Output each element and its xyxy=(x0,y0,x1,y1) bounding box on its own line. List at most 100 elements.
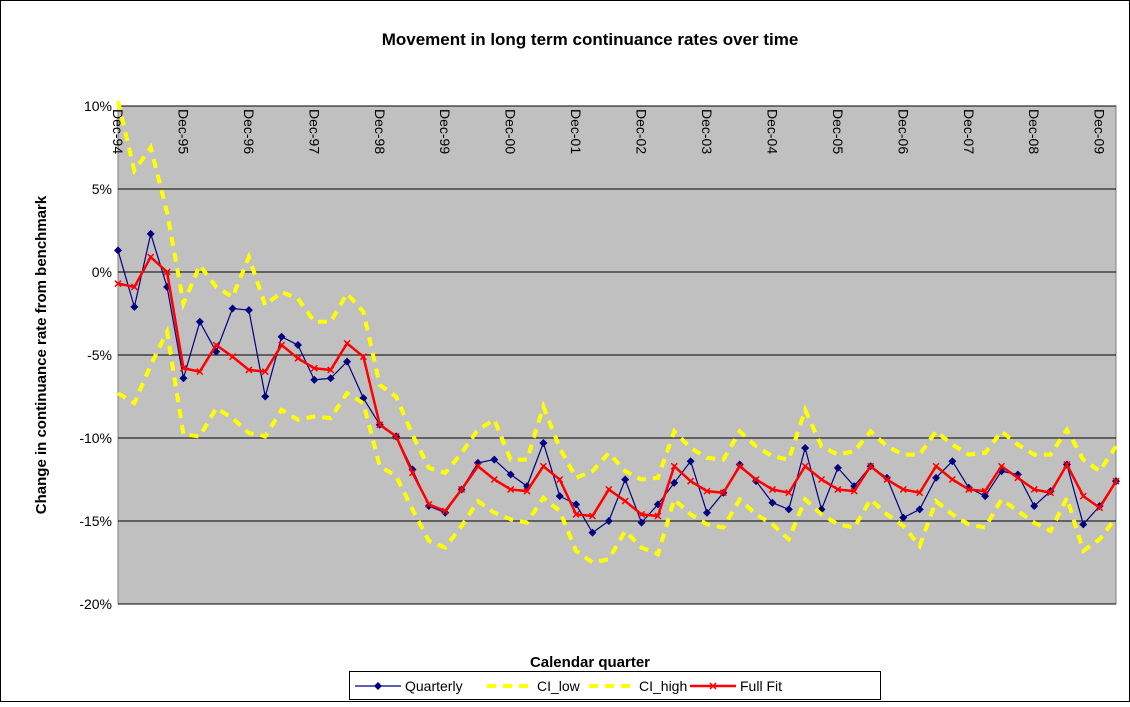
data-point xyxy=(293,341,302,350)
data-point xyxy=(277,332,286,341)
x-tick-label: Dec-99 xyxy=(437,109,453,154)
data-point xyxy=(965,485,973,493)
data-point xyxy=(130,283,138,291)
data-point xyxy=(1079,492,1087,500)
data-point xyxy=(310,364,318,372)
data-point xyxy=(948,457,957,466)
y-tick-label: 5% xyxy=(92,181,112,197)
data-point xyxy=(670,478,679,487)
data-point xyxy=(687,477,695,485)
data-point xyxy=(670,462,678,470)
data-point xyxy=(572,500,581,509)
data-point xyxy=(916,489,924,497)
legend-label: CI_low xyxy=(537,678,581,694)
x-tick-label: Dec-01 xyxy=(568,109,584,154)
data-point xyxy=(621,497,629,505)
y-tick-label: 10% xyxy=(84,98,112,114)
data-point xyxy=(425,500,433,508)
data-point xyxy=(736,462,744,470)
data-point xyxy=(948,475,956,484)
data-point xyxy=(801,443,810,452)
y-axis-label: Change in continuance rate from benchmar… xyxy=(33,195,50,514)
data-point xyxy=(506,470,515,479)
data-point xyxy=(621,475,630,484)
data-point xyxy=(163,268,171,276)
data-point xyxy=(719,489,727,497)
data-point xyxy=(245,366,253,374)
data-point xyxy=(441,507,449,515)
x-tick-label: Dec-95 xyxy=(175,109,191,154)
data-point xyxy=(686,457,695,466)
series-line xyxy=(117,231,1117,534)
data-point xyxy=(261,392,270,401)
y-tick-label: -20% xyxy=(79,596,112,612)
data-point xyxy=(392,432,400,440)
data-point xyxy=(556,475,564,484)
data-point xyxy=(638,510,646,518)
data-point xyxy=(1014,474,1022,482)
x-tick-label: Dec-03 xyxy=(699,109,715,154)
data-point xyxy=(212,341,220,349)
legend-marker xyxy=(709,682,717,690)
data-point xyxy=(784,505,793,514)
data-point xyxy=(359,353,367,361)
data-point xyxy=(932,473,941,482)
data-point xyxy=(196,368,204,376)
data-point xyxy=(343,357,352,366)
series-3 xyxy=(114,253,1120,520)
data-point xyxy=(605,485,613,493)
x-tick-label: Dec-05 xyxy=(830,109,846,154)
data-point xyxy=(572,510,580,518)
data-point xyxy=(146,229,155,238)
x-tick-label: Dec-00 xyxy=(503,109,519,154)
data-point xyxy=(408,469,417,477)
data-point xyxy=(244,306,253,315)
data-point xyxy=(474,462,482,470)
data-point xyxy=(507,485,515,493)
data-point xyxy=(915,505,924,514)
data-point xyxy=(997,462,1006,470)
data-point xyxy=(376,421,384,429)
x-tick-label: Dec-06 xyxy=(895,109,911,154)
data-point xyxy=(490,475,498,484)
data-point xyxy=(703,487,711,495)
data-point xyxy=(261,368,269,376)
legend-label: CI_high xyxy=(639,678,687,694)
chart-title: Movement in long term continuance rates … xyxy=(382,30,799,49)
series-1 xyxy=(116,325,1118,565)
data-point xyxy=(195,317,204,326)
data-point xyxy=(114,280,122,288)
x-axis-label: Calendar quarter xyxy=(530,654,650,671)
data-point xyxy=(833,463,842,472)
data-point xyxy=(343,339,351,347)
data-point xyxy=(523,487,531,495)
data-point xyxy=(1096,504,1104,512)
legend-marker xyxy=(374,682,382,690)
data-point xyxy=(326,374,335,383)
data-point xyxy=(654,512,662,520)
x-tick-label: Dec-07 xyxy=(961,109,977,154)
data-point xyxy=(899,485,907,493)
data-point xyxy=(1079,520,1088,529)
legend-label: Full Fit xyxy=(740,678,782,694)
data-point xyxy=(768,485,776,493)
data-point xyxy=(604,517,613,525)
data-point xyxy=(228,304,237,313)
data-point xyxy=(555,492,564,501)
x-tick-label: Dec-98 xyxy=(372,109,388,154)
legend-box xyxy=(349,671,881,700)
data-point xyxy=(1030,502,1039,511)
data-point xyxy=(539,438,548,447)
data-point xyxy=(179,374,188,383)
data-point xyxy=(702,508,711,517)
x-tick-label: Dec-94 xyxy=(110,109,126,154)
y-tick-label: -15% xyxy=(79,513,112,529)
series-line xyxy=(116,100,1118,482)
data-point xyxy=(490,455,499,464)
data-point xyxy=(752,475,760,484)
data-point xyxy=(981,487,989,495)
data-point xyxy=(228,353,237,361)
data-point xyxy=(932,462,940,470)
data-point xyxy=(768,498,777,507)
